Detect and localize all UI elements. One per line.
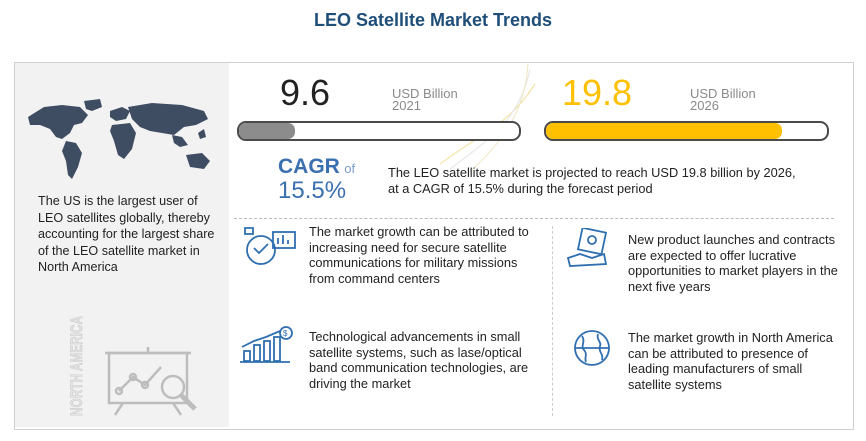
world-map-icon [28, 99, 210, 179]
product-launch-icon [566, 228, 608, 267]
market-value-2021: 9.6 [280, 72, 331, 113]
insight-text-1: The market growth can be attributed to i… [309, 224, 529, 286]
growth-chart-icon: $ [240, 326, 293, 363]
cagr-block: CAGR of 15.5% [278, 155, 355, 205]
infographic-frame [14, 62, 854, 430]
globe-icon [574, 330, 610, 366]
market-unit-2021: USD Billion 2021 [392, 86, 458, 113]
year-label: 2026 [690, 98, 719, 113]
region-label: NORTH AMERICA [67, 316, 87, 417]
left-panel-text: The US is the largest user of LEO satell… [38, 194, 215, 274]
svg-text:$: $ [283, 329, 288, 338]
market-bar-2026 [544, 121, 829, 141]
analytics-board-icon [105, 347, 197, 416]
year-label: 2021 [392, 98, 421, 113]
insight-text-2: New product launches and contracts are e… [628, 232, 838, 294]
secure-communications-icon [244, 227, 296, 265]
market-bar-fill-2021 [239, 123, 295, 139]
divider [234, 218, 834, 219]
cagr-label: CAGR [278, 155, 340, 178]
divider-vertical [552, 226, 553, 416]
svg-text:NORTH AMERICA: NORTH AMERICA [67, 316, 86, 416]
market-bar-2021 [237, 121, 521, 141]
cagr-description: The LEO satellite market is projected to… [388, 165, 796, 196]
insight-text-3: Technological advancements in small sate… [309, 329, 529, 391]
market-unit-2026: USD Billion 2026 [690, 86, 756, 113]
market-bar-fill-2026 [546, 123, 783, 139]
insight-text-4: The market growth in North America can b… [628, 330, 833, 392]
unit-label: USD Billion [392, 86, 458, 101]
unit-label: USD Billion [690, 86, 756, 101]
market-value-2026: 19.8 [562, 72, 633, 113]
cagr-of: of [344, 161, 356, 176]
decorative-lines [440, 64, 536, 173]
page-title: LEO Satellite Market Trends [313, 10, 553, 30]
cagr-value: 15.5% [278, 177, 347, 204]
